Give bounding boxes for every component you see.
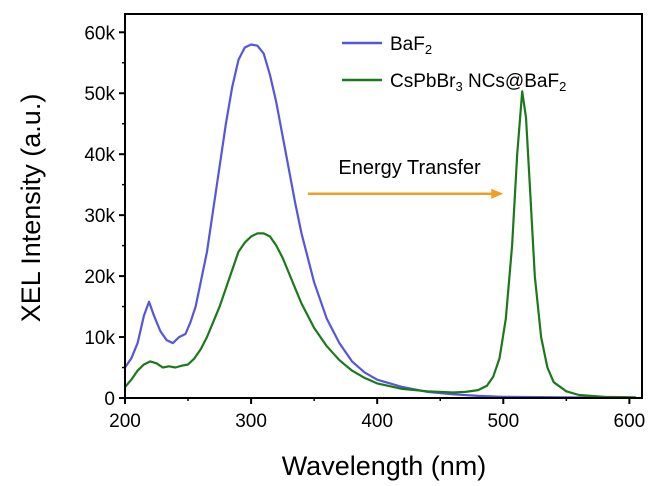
y-tick-label: 10k [84,328,115,349]
arrow-head [491,188,504,199]
y-tick-label: 60k [84,23,115,44]
x-tick-label: 200 [109,411,141,432]
legend-label-1: BaF2 [390,34,432,57]
y-axis-title: XEL Intensity (a.u.) [16,94,46,323]
y-tick-label: 20k [84,267,115,288]
series-layer [124,43,636,399]
annotation-layer: Energy Transfer [307,157,504,199]
y-tick-label: 40k [84,145,115,166]
x-tick-label: 300 [235,411,267,432]
y-tick-label: 50k [84,84,115,105]
x-axis-title: Wavelength (nm) [282,451,487,481]
x-tick-label: 500 [487,411,519,432]
y-tick-label: 0 [104,389,115,410]
series-line-1 [124,43,636,399]
axes: 200 300 400 500 600 0 10k 20k 30k 40k 50k 60k [84,13,646,432]
annotation-label: Energy Transfer [338,157,481,179]
y-tick-label: 30k [84,206,115,227]
legend: BaF2 CsPbBr3 NCs@BaF2 [342,34,566,94]
legend-label-2: CsPbBr3 NCs@BaF2 [390,71,566,94]
x-tick-label: 600 [614,411,646,432]
plot-frame [124,13,643,399]
series-line-2 [124,90,636,399]
x-tick-label: 400 [361,411,393,432]
